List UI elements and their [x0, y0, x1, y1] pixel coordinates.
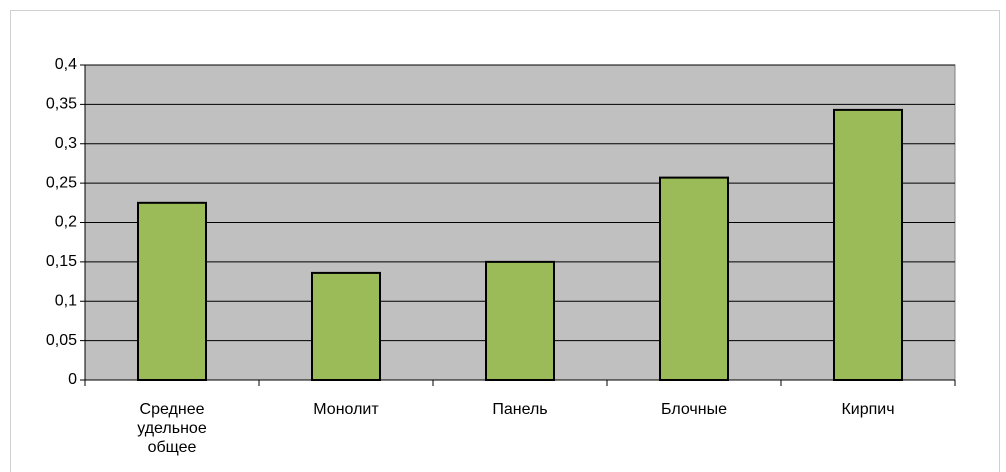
bar: [485, 260, 555, 381]
bar: [833, 108, 903, 381]
bar: [137, 201, 207, 381]
y-tick-label: 0,3: [55, 135, 77, 152]
chart-frame: [10, 10, 1000, 472]
bar: [659, 176, 729, 381]
y-tick-label: 0,05: [46, 332, 77, 349]
y-tick-label: 0,4: [55, 56, 77, 73]
x-tick-label: Кирпич: [841, 401, 895, 418]
y-tick-label: 0,2: [55, 214, 77, 231]
bar: [311, 271, 381, 381]
y-tick-label: 0,25: [46, 174, 77, 191]
x-tick-label: Блочные: [661, 401, 727, 418]
y-tick-label: 0,35: [46, 96, 77, 113]
x-tick-label: Среднее удельное общее: [137, 401, 207, 456]
x-tick-label: Панель: [492, 401, 548, 418]
x-tick-label: Монолит: [313, 401, 379, 418]
y-tick-label: 0,15: [46, 253, 77, 270]
y-tick-label: 0,1: [55, 292, 77, 309]
y-tick-label: 0: [68, 371, 77, 388]
